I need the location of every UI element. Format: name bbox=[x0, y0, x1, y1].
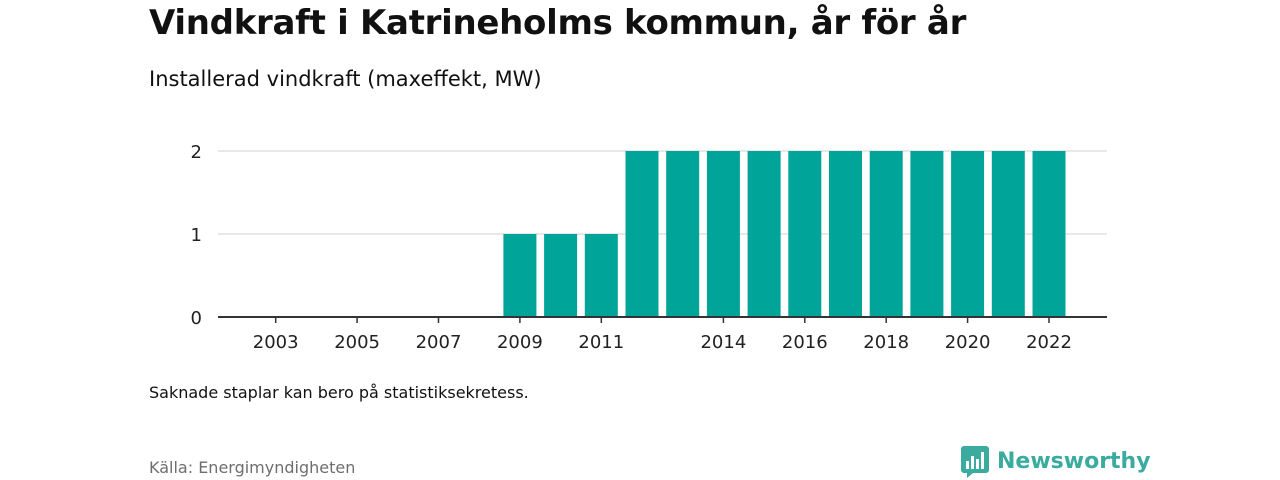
bar-2019 bbox=[910, 151, 944, 317]
brand-name: Newsworthy bbox=[997, 449, 1151, 474]
bar-2016 bbox=[788, 151, 822, 317]
x-tick-label-2020: 2020 bbox=[945, 332, 991, 353]
y-tick-label-0: 0 bbox=[191, 308, 202, 329]
bar-2020 bbox=[951, 151, 985, 317]
bar-2018 bbox=[869, 151, 903, 317]
newsworthy-logo-icon bbox=[961, 446, 989, 478]
bar-2011 bbox=[584, 234, 618, 317]
bar-chart: 0 1 2 2003 2005 2007 2009 2011 2014 2016 2018 2020 2… bbox=[191, 142, 1107, 353]
bar-2022 bbox=[1032, 151, 1066, 317]
footnote: Saknade staplar kan bero på statistiksek… bbox=[149, 383, 529, 402]
source-text: Källa: Energimyndigheten bbox=[149, 458, 356, 477]
chart-subtitle: Installerad vindkraft (maxeffekt, MW) bbox=[149, 67, 542, 91]
bar-2015 bbox=[747, 151, 781, 317]
x-tick-label-2022: 2022 bbox=[1026, 332, 1072, 353]
bar-2013 bbox=[666, 151, 700, 317]
x-tick-label-2016: 2016 bbox=[782, 332, 828, 353]
bar-2009 bbox=[503, 234, 537, 317]
y-tick-label-1: 1 bbox=[191, 225, 202, 246]
x-tick-label-2018: 2018 bbox=[863, 332, 909, 353]
x-tick-label-2007: 2007 bbox=[416, 332, 462, 353]
y-tick-label-2: 2 bbox=[191, 142, 202, 163]
x-tick-label-2014: 2014 bbox=[700, 332, 746, 353]
bar-2012 bbox=[625, 151, 659, 317]
chart-title: Vindkraft i Katrineholms kommun, år för … bbox=[149, 3, 967, 43]
x-tick-label-2011: 2011 bbox=[578, 332, 624, 353]
bar-2010 bbox=[544, 234, 578, 317]
brand-logo: Newsworthy bbox=[961, 446, 1151, 478]
x-tick-label-2009: 2009 bbox=[497, 332, 543, 353]
bar-2014 bbox=[706, 151, 740, 317]
bar-2021 bbox=[991, 151, 1025, 317]
x-tick-label-2005: 2005 bbox=[334, 332, 380, 353]
bar-2017 bbox=[829, 151, 862, 317]
x-tick-label-2003: 2003 bbox=[253, 332, 299, 353]
